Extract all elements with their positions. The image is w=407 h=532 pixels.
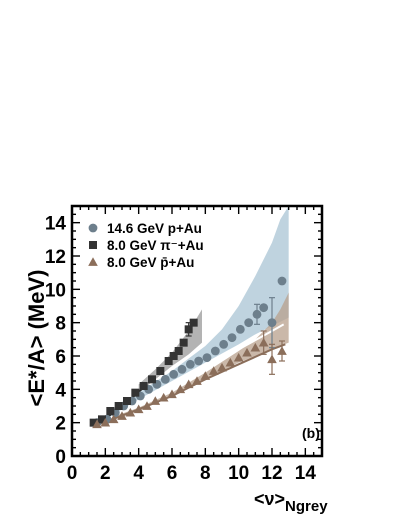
- point-s3-22: [267, 354, 277, 364]
- point-s3-2: [100, 417, 111, 427]
- point-s3-8: [150, 396, 161, 405]
- panel-label: (b): [302, 425, 320, 441]
- point-s3-5: [125, 407, 136, 417]
- point-s3-14: [200, 371, 211, 380]
- y-tick-label-0: 0: [55, 447, 66, 468]
- point-s2-8: [148, 375, 156, 384]
- point-s3-15: [208, 366, 219, 375]
- point-s2-5: [123, 397, 131, 405]
- point-s2-10: [164, 357, 173, 365]
- point-s3-7: [142, 401, 152, 410]
- point-s3-18: [233, 352, 244, 362]
- x-tick-label-12: 12: [261, 463, 282, 484]
- point-s2-6: [131, 388, 140, 397]
- x-axis-title: <ν>Ngrey: [254, 489, 328, 515]
- legend-marker-3: [88, 257, 98, 266]
- x-tick-label-4: 4: [133, 463, 144, 484]
- x-axis-title-main: <ν>: [254, 489, 285, 509]
- point-s2-14: [184, 325, 193, 334]
- point-s3-1: [92, 419, 102, 429]
- bands-layer: [97, 206, 289, 426]
- x-tick-label-6: 6: [167, 463, 178, 484]
- legend-label-1: 14.6 GeV p+Au: [107, 221, 202, 236]
- point-s3-11: [175, 384, 186, 394]
- x-tick-label-2: 2: [100, 463, 111, 484]
- x-tick-label-10: 10: [228, 463, 249, 484]
- point-s1-11: [177, 364, 187, 374]
- y-tick-label-4: 4: [55, 380, 66, 401]
- point-s2-2: [98, 415, 106, 424]
- x-tick-label-0: 0: [67, 463, 78, 484]
- legend-marker-2: [89, 241, 97, 249]
- point-s3-17: [225, 357, 236, 367]
- point-s3-20: [250, 342, 261, 352]
- y-tick-label-14: 14: [45, 214, 67, 235]
- uncertainty-band-1: [97, 206, 289, 425]
- x-tick-label-14: 14: [295, 463, 317, 484]
- point-s1-21: [259, 303, 269, 313]
- y-axis-title: <E*/A> (MeV): [24, 270, 49, 407]
- point-s1-20: [252, 309, 262, 319]
- point-s1-23: [277, 276, 287, 286]
- legend-marker-1: [88, 223, 98, 233]
- point-s2-3: [106, 407, 115, 415]
- point-s1-12: [185, 359, 195, 369]
- point-s2-9: [156, 367, 165, 375]
- point-s2-4: [114, 402, 123, 410]
- point-s3-19: [242, 347, 252, 357]
- point-s2-12: [174, 347, 183, 355]
- legend: 14.6 GeV p+Au 8.0 GeV π⁻+Au 8.0 GeV p̄+Au: [88, 221, 204, 270]
- legend-label-3: 8.0 GeV p̄+Au: [107, 255, 194, 270]
- point-s2-11: [169, 352, 178, 360]
- y-tick-label-2: 2: [55, 414, 66, 435]
- point-s3-4: [117, 411, 127, 420]
- point-s2-15: [189, 318, 198, 327]
- x-axis-title-subscript: Ngrey: [285, 498, 328, 515]
- point-s1-19: [244, 318, 254, 328]
- x-tick-label-8: 8: [200, 463, 211, 484]
- point-s1-13: [194, 356, 204, 366]
- point-s1-22: [267, 318, 277, 328]
- point-s3-13: [192, 376, 202, 385]
- points-layer: [89, 276, 287, 429]
- point-s1-14: [202, 353, 212, 363]
- point-s3-12: [183, 379, 194, 389]
- uncertainty-band-2: [138, 309, 202, 393]
- point-s1-17: [227, 333, 237, 343]
- y-tick-label-12: 12: [45, 247, 66, 268]
- point-s3-10: [167, 389, 177, 399]
- point-s3-3: [108, 414, 119, 424]
- point-s3-23: [277, 346, 287, 355]
- ticks-layer: 0 2 4 6 8 10 12 14 0 2 4 6 8 10 12 14: [45, 205, 323, 484]
- point-s1-18: [235, 324, 245, 334]
- point-s2-1: [89, 418, 98, 427]
- legend-label-2: 8.0 GeV π⁻+Au: [107, 238, 204, 253]
- point-s3-16: [217, 362, 227, 372]
- point-s3-6: [133, 404, 144, 414]
- point-s2-7: [139, 382, 148, 390]
- point-s3-9: [158, 392, 169, 402]
- y-tick-label-6: 6: [55, 347, 66, 368]
- y-tick-label-10: 10: [45, 280, 66, 301]
- point-s1-16: [219, 339, 229, 349]
- point-s3-21: [258, 337, 269, 347]
- point-s1-15: [210, 346, 220, 356]
- point-s1-10: [169, 369, 179, 379]
- point-s2-13: [179, 338, 188, 347]
- point-s1-9: [160, 374, 170, 384]
- y-tick-label-8: 8: [55, 314, 66, 335]
